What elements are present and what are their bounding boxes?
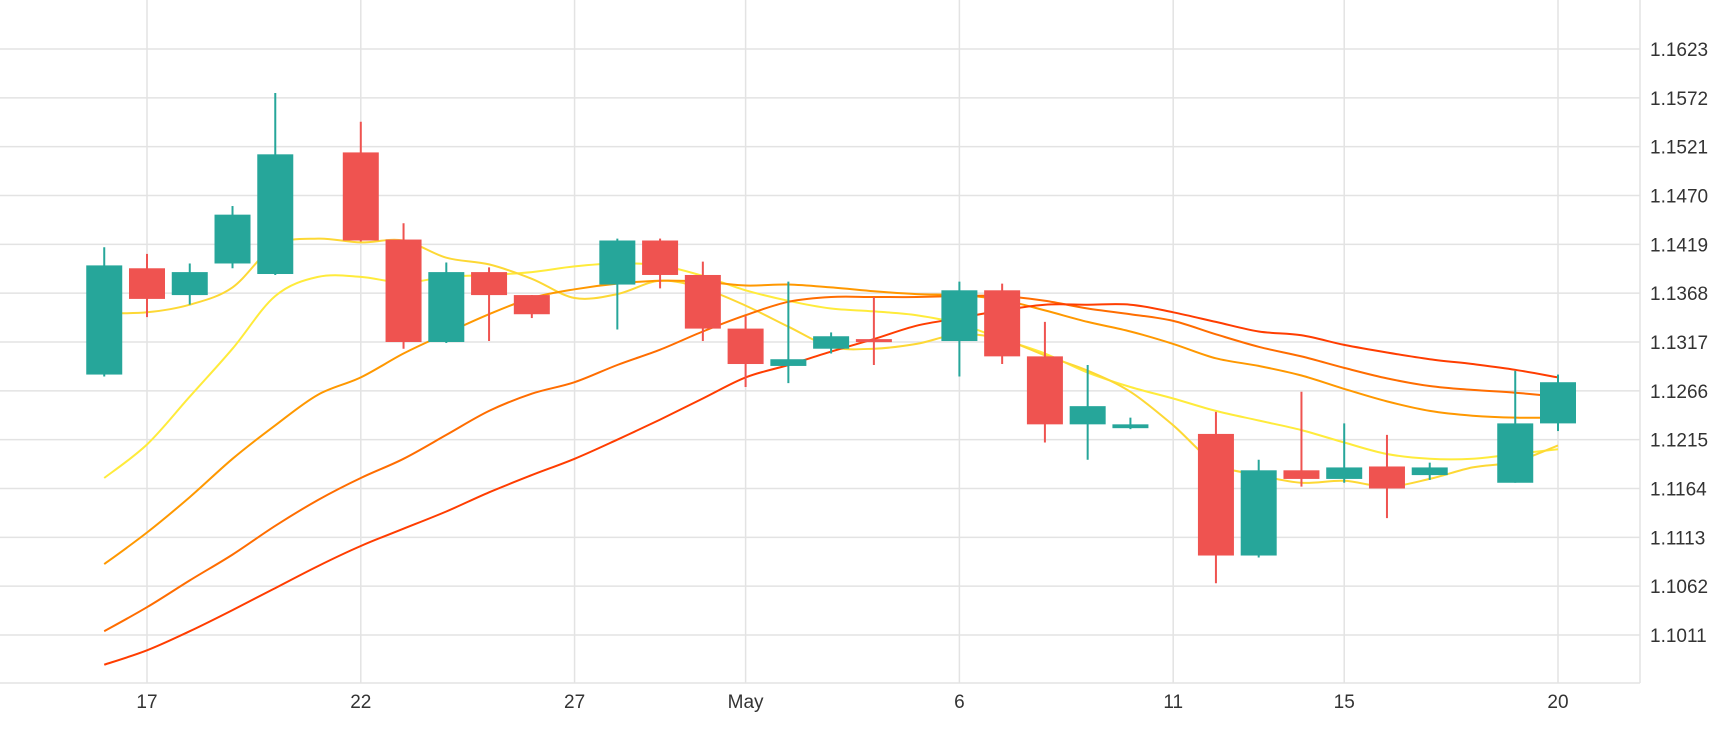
candle-up xyxy=(1540,374,1576,432)
candle-down xyxy=(855,296,892,365)
candle-down xyxy=(1026,321,1063,443)
candle-up xyxy=(1411,462,1448,480)
x-tick-label: 22 xyxy=(350,692,371,713)
candle-body xyxy=(1069,406,1106,425)
candles xyxy=(86,93,1576,584)
candle-body xyxy=(855,339,892,343)
candle-up xyxy=(1069,364,1106,460)
candle-up xyxy=(941,281,978,377)
candle-body xyxy=(428,272,465,342)
candle-down xyxy=(727,316,764,388)
x-tick-label: 27 xyxy=(564,692,585,713)
candle-body xyxy=(770,359,807,366)
candle-body xyxy=(129,268,165,299)
candle-down xyxy=(642,238,679,289)
grid xyxy=(0,0,1641,684)
candle-up xyxy=(599,238,636,330)
candle-up xyxy=(214,206,251,269)
y-tick-label: 1.1521 xyxy=(1650,138,1708,159)
candle-body xyxy=(599,240,636,285)
y-tick-label: 1.1011 xyxy=(1650,626,1707,647)
candle-body xyxy=(984,290,1021,357)
y-tick-label: 1.1113 xyxy=(1650,528,1705,549)
candle-body xyxy=(471,272,508,296)
moving-average-line xyxy=(103,262,1559,479)
candle-body xyxy=(941,290,978,342)
candle-up xyxy=(428,262,465,343)
candle-body xyxy=(214,214,251,264)
candle-down xyxy=(129,253,165,318)
y-tick-label: 1.1215 xyxy=(1650,431,1708,452)
y-axis: 1.1623 1.1572 1.1521 1.1470 1.1419 1.1368 1.13… xyxy=(1650,40,1708,647)
candle-body xyxy=(1497,423,1534,483)
x-axis: 17 22 27 May 6 11 15 20 xyxy=(136,692,1568,713)
candle-up xyxy=(1497,370,1534,483)
candle-body xyxy=(1112,424,1149,429)
candle-body xyxy=(257,154,294,275)
candle-body xyxy=(684,274,721,329)
candle-body xyxy=(86,265,123,375)
moving-average-line xyxy=(103,303,1559,666)
x-tick-label: 15 xyxy=(1334,692,1355,713)
candle-body xyxy=(1283,470,1320,479)
y-tick-label: 1.1062 xyxy=(1650,577,1708,598)
candle-down xyxy=(684,261,721,342)
candle-body xyxy=(727,328,764,365)
y-tick-label: 1.1419 xyxy=(1650,235,1708,256)
candle-up xyxy=(86,247,123,377)
candle-down xyxy=(471,267,508,342)
x-tick-label: 17 xyxy=(136,692,157,713)
y-tick-label: 1.1317 xyxy=(1650,333,1708,354)
y-tick-label: 1.1266 xyxy=(1650,382,1708,403)
y-tick-label: 1.1572 xyxy=(1650,89,1708,110)
moving-average-line xyxy=(103,279,1559,565)
candle-up xyxy=(770,281,807,384)
y-tick-label: 1.1623 xyxy=(1650,40,1708,61)
x-tick-label: 11 xyxy=(1163,692,1183,713)
candle-up xyxy=(1326,423,1363,483)
candle-up xyxy=(813,332,850,354)
candle-body xyxy=(1240,470,1277,556)
y-tick-label: 1.1368 xyxy=(1650,284,1708,305)
y-tick-label: 1.1164 xyxy=(1650,480,1707,501)
candle-body xyxy=(1026,356,1063,425)
candle-body xyxy=(342,152,379,241)
candle-body xyxy=(642,240,679,275)
candle-body xyxy=(513,295,550,315)
candle-up xyxy=(1240,459,1277,558)
x-tick-label: 20 xyxy=(1547,692,1568,713)
candle-body xyxy=(171,272,208,296)
moving-average-lines xyxy=(103,237,1559,666)
candle-up xyxy=(171,263,208,305)
candle-down xyxy=(1368,434,1405,519)
candle-down xyxy=(984,283,1021,365)
candle-body xyxy=(1411,467,1448,476)
candle-down xyxy=(1197,411,1234,584)
candle-body xyxy=(385,239,422,342)
candle-down xyxy=(385,223,422,349)
candle-down xyxy=(513,295,550,319)
x-tick-label: 6 xyxy=(954,692,965,713)
candle-body xyxy=(1197,433,1234,556)
candle-body xyxy=(1368,466,1405,489)
candle-body xyxy=(1540,382,1576,424)
candle-up xyxy=(257,93,294,275)
candle-up xyxy=(1112,417,1149,430)
candle-body xyxy=(1326,467,1363,479)
y-tick-label: 1.1470 xyxy=(1650,187,1708,208)
candle-down xyxy=(342,121,379,242)
candle-down xyxy=(1283,391,1320,487)
x-tick-label: May xyxy=(728,692,764,713)
moving-average-line xyxy=(103,294,1559,633)
candle-body xyxy=(813,336,850,349)
